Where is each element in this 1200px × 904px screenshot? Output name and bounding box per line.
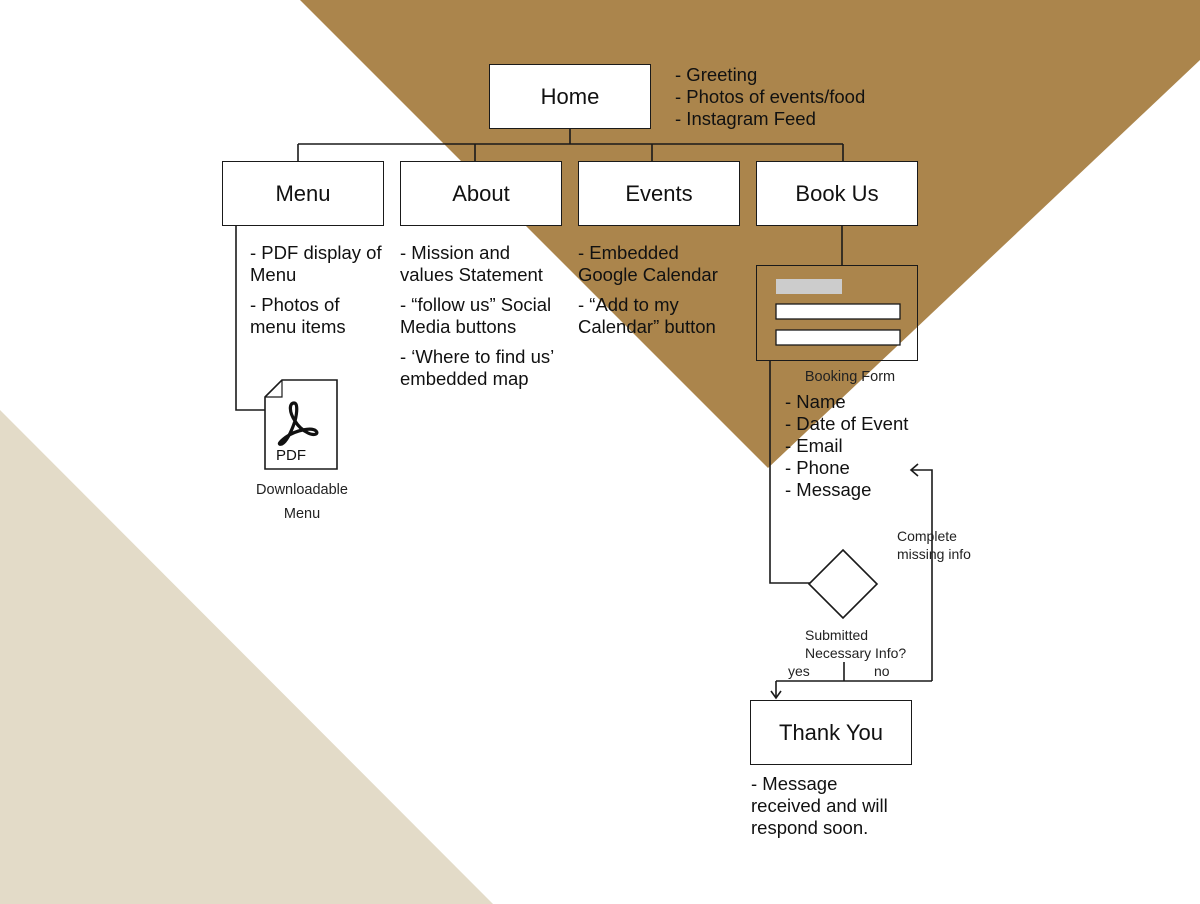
no-label: no — [874, 663, 890, 679]
about-node-label: About — [452, 180, 510, 206]
menu-notes: - PDF display of Menu - Photos of menu ite… — [250, 242, 382, 346]
menu-node: Menu — [222, 161, 384, 226]
home-note: - Photos of events/food — [675, 86, 866, 107]
book-us-node: Book Us — [756, 161, 918, 226]
about-note: - Mission and values Statement — [400, 242, 543, 285]
home-node: Home — [489, 64, 651, 129]
thank-you-notes: - Message received and will respond soon. — [751, 773, 888, 838]
sand-triangle — [0, 410, 493, 904]
decision-question: Submitted Necessary Info? — [805, 627, 907, 661]
home-note: - Instagram Feed — [675, 108, 816, 129]
booking-form-mockup — [756, 265, 918, 361]
booking-form-fields: - Name - Date of Event - Email - Phone -… — [785, 391, 908, 501]
home-notes: - Greeting - Photos of events/food - Ins… — [675, 64, 865, 130]
about-notes: - Mission and values Statement - “follow … — [400, 242, 554, 398]
home-note: - Greeting — [675, 64, 758, 85]
booking-field: - Message — [785, 479, 872, 500]
booking-form-caption: Booking Form — [804, 369, 896, 385]
book-us-node-label: Book Us — [795, 180, 879, 206]
pdf-file-icon: PDF — [264, 379, 338, 470]
events-node: Events — [578, 161, 740, 226]
about-node: About — [400, 161, 562, 226]
events-note: - “Add to my Calendar” button — [578, 294, 716, 337]
thank-you-node-label: Thank You — [779, 719, 883, 745]
menu-node-label: Menu — [275, 180, 331, 206]
booking-field: - Name — [785, 391, 846, 412]
booking-field: - Email — [785, 435, 843, 456]
about-note: - ‘Where to find us’ embedded map — [400, 346, 555, 389]
pdf-icon-label: PDF — [276, 447, 306, 464]
pdf-caption: Downloadable Menu — [256, 482, 348, 522]
events-node-label: Events — [625, 180, 693, 206]
booking-field: - Phone — [785, 457, 850, 478]
thank-you-node: Thank You — [750, 700, 912, 765]
events-note: - Embedded Google Calendar — [578, 242, 718, 285]
events-notes: - Embedded Google Calendar - “Add to my Ca… — [578, 242, 718, 346]
home-node-label: Home — [540, 83, 600, 109]
loop-label: Complete missing info — [897, 528, 971, 562]
acrobat-logo-icon — [277, 401, 319, 446]
menu-note: - PDF display of Menu — [250, 242, 382, 285]
menu-note: - Photos of menu items — [250, 294, 346, 337]
yes-label: yes — [788, 663, 810, 679]
about-note: - “follow us” Social Media buttons — [400, 294, 552, 337]
booking-field: - Date of Event — [785, 413, 909, 434]
